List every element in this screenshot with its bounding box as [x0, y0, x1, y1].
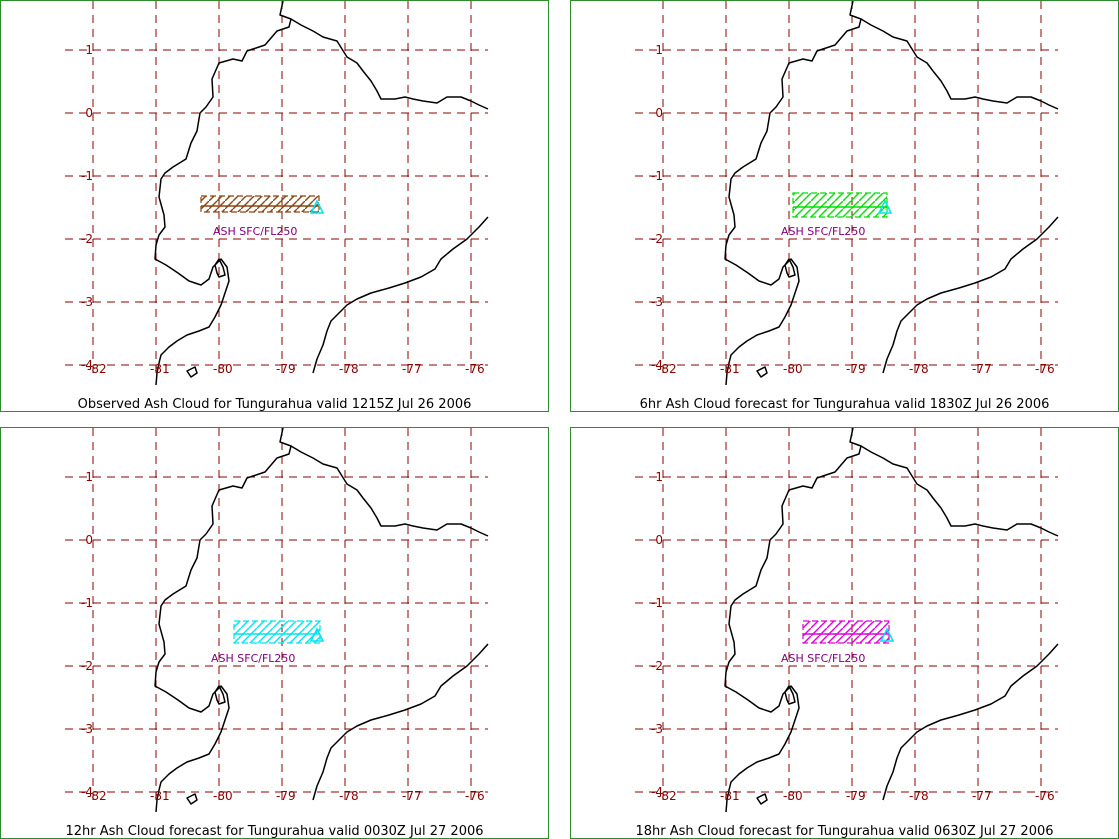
lon-tick-label: -82: [657, 789, 677, 803]
lon-tick-label: -76: [1035, 362, 1055, 376]
lat-tick-label: -1: [651, 596, 663, 610]
lon-tick-label: -79: [276, 789, 296, 803]
lat-tick-label: -4: [651, 785, 663, 799]
lat-tick-label: 0: [655, 533, 663, 547]
map-canvas: -82 -81 -80 -79 -78 -77 -76 1 0 -1 -2 -3 -4 ASH SFC/F…: [635, 1, 1059, 386]
lat-tick-label: -2: [651, 232, 663, 246]
lat-tick-label: 1: [655, 43, 663, 57]
lon-tick-label: -78: [909, 362, 929, 376]
volcano-marker-icon: [309, 627, 325, 642]
lat-tick-label: -4: [81, 358, 93, 372]
ash-cloud-label: ASH SFC/FL250: [213, 225, 297, 238]
coastline: [724, 1, 1059, 386]
lon-tick-label: -82: [657, 362, 677, 376]
map-canvas: -82 -81 -80 -79 -78 -77 -76 1 0 -1 -2 -3 -4 ASH SFC/F…: [65, 1, 489, 386]
lat-tick-label: 0: [85, 106, 93, 120]
lon-tick-label: -79: [846, 789, 866, 803]
lat-tick-label: -2: [651, 659, 663, 673]
lat-tick-label: -2: [81, 659, 93, 673]
lon-tick-label: -80: [213, 789, 233, 803]
lat-tick-label: -1: [81, 596, 93, 610]
lon-tick-label: -81: [150, 362, 170, 376]
coastline: [724, 428, 1059, 813]
lat-tick-label: 0: [85, 533, 93, 547]
lat-tick-label: -2: [81, 232, 93, 246]
lon-tick-label: -76: [465, 789, 485, 803]
panel-caption: Observed Ash Cloud for Tungurahua valid …: [77, 397, 472, 412]
lat-tick-label: -4: [651, 358, 663, 372]
lat-lon-grid: [635, 1, 1058, 373]
lat-lon-grid: [635, 428, 1058, 800]
ash-cloud-label: ASH SFC/FL250: [781, 225, 865, 238]
coastline: [154, 428, 489, 813]
map-canvas: -82 -81 -80 -79 -78 -77 -76 1 0 -1 -2 -3 -4 ASH SFC/F…: [635, 428, 1059, 813]
lon-tick-label: -81: [720, 789, 740, 803]
lon-tick-label: -81: [150, 789, 170, 803]
lat-tick-label: -1: [651, 169, 663, 183]
ash-cloud-area: [792, 192, 888, 218]
lon-tick-label: -77: [972, 362, 992, 376]
lat-tick-label: -3: [81, 722, 93, 736]
map-canvas: -82 -81 -80 -79 -78 -77 -76 1 0 -1 -2 -3 -4 ASH SFC/F…: [65, 428, 489, 813]
ash-cloud-area: [200, 195, 320, 213]
lat-tick-label: -1: [81, 169, 93, 183]
lat-tick-label: 1: [655, 470, 663, 484]
ash-cloud-label: ASH SFC/FL250: [211, 652, 295, 665]
ash-cloud-label: ASH SFC/FL250: [781, 652, 865, 665]
lon-tick-label: -81: [720, 362, 740, 376]
lon-tick-label: -78: [909, 789, 929, 803]
lon-tick-label: -76: [465, 362, 485, 376]
panel-caption: 12hr Ash Cloud forecast for Tungurahua v…: [65, 824, 484, 839]
ash-cloud-area: [802, 620, 890, 644]
volcano-marker-icon: [309, 199, 325, 214]
lon-tick-label: -79: [846, 362, 866, 376]
lon-tick-label: -80: [783, 362, 803, 376]
map-panel-observed: -82 -81 -80 -79 -78 -77 -76 1 0 -1 -2 -3 -4 ASH SFC/F…: [0, 0, 549, 412]
lon-tick-label: -80: [783, 789, 803, 803]
lon-tick-label: -77: [972, 789, 992, 803]
ash-cloud-area: [233, 620, 321, 644]
lat-tick-label: -4: [81, 785, 93, 799]
volcano-marker-icon: [877, 199, 893, 214]
lat-lon-grid: [65, 428, 488, 800]
lat-tick-label: -3: [651, 722, 663, 736]
volcano-marker-icon: [879, 627, 895, 642]
lon-tick-label: -77: [402, 362, 422, 376]
lat-tick-label: 1: [85, 470, 93, 484]
panel-caption: 6hr Ash Cloud forecast for Tungurahua va…: [639, 397, 1050, 412]
lat-tick-label: -3: [81, 295, 93, 309]
lon-tick-label: -78: [339, 362, 359, 376]
lon-tick-label: -77: [402, 789, 422, 803]
map-panel-6hr-forecast: -82 -81 -80 -79 -78 -77 -76 1 0 -1 -2 -3 -4 ASH SFC/F…: [570, 0, 1119, 412]
lat-tick-label: 1: [85, 43, 93, 57]
lon-tick-label: -79: [276, 362, 296, 376]
lat-tick-label: -3: [651, 295, 663, 309]
lon-tick-label: -78: [339, 789, 359, 803]
map-panel-12hr-forecast: -82 -81 -80 -79 -78 -77 -76 1 0 -1 -2 -3 -4 ASH SFC/F…: [0, 427, 549, 839]
map-panel-18hr-forecast: -82 -81 -80 -79 -78 -77 -76 1 0 -1 -2 -3 -4 ASH SFC/F…: [570, 427, 1119, 839]
lat-lon-grid: [65, 1, 488, 373]
lon-tick-label: -76: [1035, 789, 1055, 803]
lon-tick-label: -80: [213, 362, 233, 376]
panel-caption: 18hr Ash Cloud forecast for Tungurahua v…: [635, 824, 1054, 839]
lat-tick-label: 0: [655, 106, 663, 120]
lon-tick-label: -82: [87, 789, 107, 803]
lon-tick-label: -82: [87, 362, 107, 376]
coastline: [154, 1, 489, 386]
